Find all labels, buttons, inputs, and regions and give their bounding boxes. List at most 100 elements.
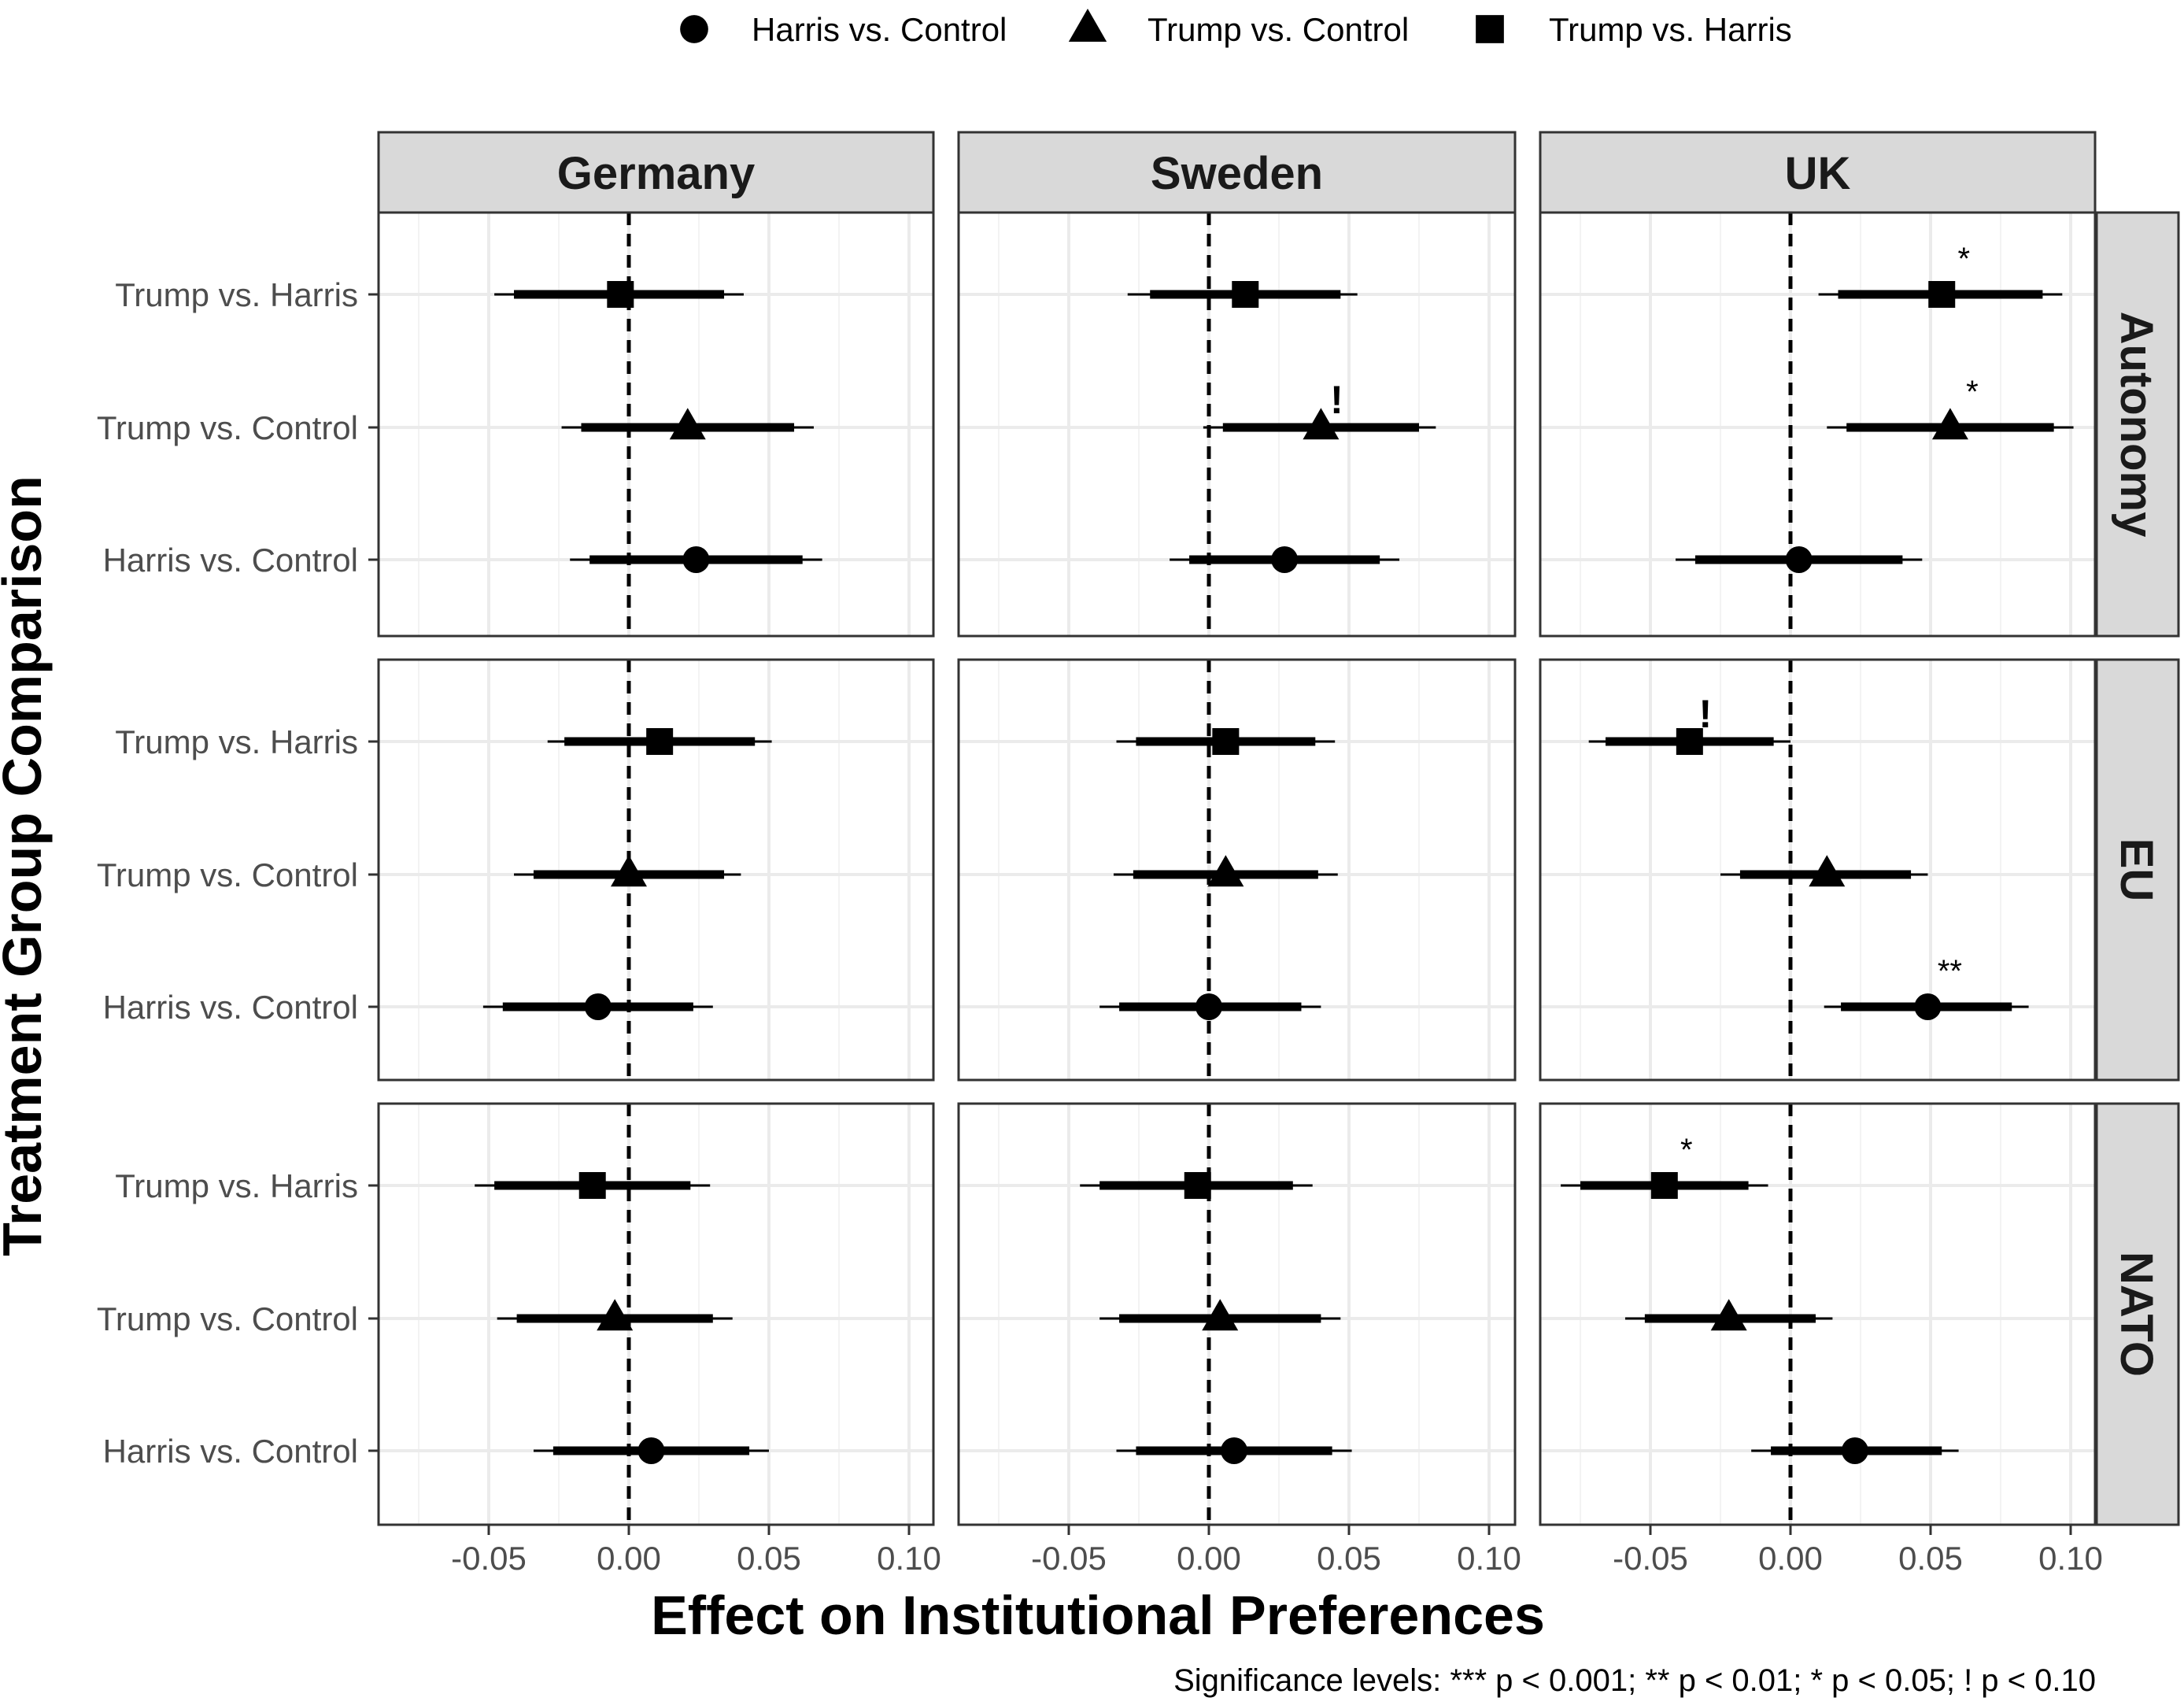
x-tick-label: -0.05 xyxy=(1031,1540,1107,1577)
estimate-trump-vs-control: ! xyxy=(1203,378,1436,440)
point-triangle xyxy=(669,408,706,440)
estimate-trump-vs-harris xyxy=(494,281,744,308)
point-square xyxy=(1650,1172,1678,1199)
strip-label: EU xyxy=(2111,838,2162,902)
panel-background xyxy=(379,660,933,1080)
y-tick-label: Harris vs. Control xyxy=(103,989,358,1026)
panel-sweden-nato xyxy=(957,1102,1517,1526)
panel-background xyxy=(1540,1104,2095,1525)
point-circle xyxy=(1271,546,1299,573)
x-axis: -0.05 0.00 0.05 0.10 -0.05 0.00 0.05 0.10 -0.05 0… xyxy=(451,1525,2103,1577)
y-tick-label: Trump vs. Harris xyxy=(115,1167,358,1204)
y-axis-title: Treatment Group Comparison xyxy=(0,475,53,1256)
estimate-trump-vs-control: * xyxy=(1827,375,2074,440)
point-triangle xyxy=(1202,1299,1239,1331)
y-axis: Trump vs. Harris Trump vs. Control Harris … xyxy=(97,276,379,1470)
estimate-harris-vs-control: ** xyxy=(1824,954,2029,1020)
y-tick-label: Trump vs. Control xyxy=(97,409,358,446)
point-square xyxy=(578,1172,606,1199)
point-circle xyxy=(1914,993,1942,1020)
point-triangle xyxy=(597,1299,634,1331)
estimate-harris-vs-control xyxy=(1676,546,1923,573)
point-square xyxy=(1676,728,1703,755)
significance-label: * xyxy=(1966,375,1979,409)
legend-item-harris-vs-control: Harris vs. Control xyxy=(680,11,1007,48)
point-square xyxy=(646,728,674,755)
strip-eu: EU xyxy=(2095,658,2180,1082)
strip-label: UK xyxy=(1785,148,1851,199)
legend: Harris vs. Control Trump vs. Control Trump… xyxy=(680,8,1792,48)
x-tick-label: 0.10 xyxy=(877,1540,941,1577)
strip-label: Autonomy xyxy=(2111,312,2162,538)
estimate-trump-vs-harris: * xyxy=(1561,1133,1768,1199)
point-circle xyxy=(1221,1437,1248,1464)
point-square xyxy=(1184,1172,1211,1199)
point-triangle xyxy=(1207,855,1244,887)
strip-background xyxy=(2095,1102,2180,1526)
point-triangle xyxy=(611,855,647,887)
panel-germany-eu xyxy=(377,658,935,1082)
point-square xyxy=(607,281,634,308)
legend-circle-marker xyxy=(680,15,708,43)
point-triangle xyxy=(1931,408,1968,440)
panel-sweden-autonomy: ! xyxy=(957,211,1517,638)
significance-label: ** xyxy=(1938,954,1962,989)
estimate-harris-vs-control xyxy=(1116,1437,1352,1464)
point-triangle xyxy=(1710,1299,1747,1331)
estimate-harris-vs-control xyxy=(1751,1437,1959,1464)
x-tick-label: 0.05 xyxy=(737,1540,801,1577)
panels: !**!*** xyxy=(377,211,2097,1526)
panel-border xyxy=(957,1102,1517,1526)
point-circle xyxy=(1195,993,1222,1020)
estimate-trump-vs-control xyxy=(1113,855,1338,887)
legend-triangle-marker xyxy=(1068,8,1107,42)
x-tick-label: -0.05 xyxy=(1613,1540,1688,1577)
x-tick-label: 0.00 xyxy=(1177,1540,1241,1577)
estimate-trump-vs-control xyxy=(1099,1299,1341,1331)
strip-background xyxy=(1539,131,2097,214)
strip-background xyxy=(377,131,935,214)
significance-footnote: Significance levels: *** p < 0.001; ** p… xyxy=(1173,1663,2096,1698)
estimate-trump-vs-harris: ! xyxy=(1588,692,1790,755)
facet-strips: Germany Sweden UK Autonomy EU NATO xyxy=(377,131,2180,1526)
strip-uk: UK xyxy=(1539,131,2097,214)
legend-item-trump-vs-harris: Trump vs. Harris xyxy=(1476,11,1792,48)
significance-label: * xyxy=(1957,242,1970,276)
y-tick-label: Trump vs. Control xyxy=(97,1300,358,1337)
estimate-trump-vs-harris xyxy=(475,1172,711,1199)
panel-background xyxy=(1540,660,2095,1080)
legend-item-trump-vs-control: Trump vs. Control xyxy=(1068,8,1409,48)
panel-germany-nato xyxy=(377,1102,935,1526)
y-tick-label: Trump vs. Harris xyxy=(115,723,358,760)
strip-label: Germany xyxy=(557,148,755,199)
estimate-trump-vs-harris xyxy=(1116,728,1336,755)
legend-label: Trump vs. Control xyxy=(1147,11,1409,48)
significance-label: ! xyxy=(1330,378,1343,422)
estimate-harris-vs-control xyxy=(570,546,822,573)
point-square xyxy=(1232,281,1259,308)
estimate-trump-vs-control xyxy=(1720,855,1928,887)
point-triangle xyxy=(1809,855,1846,887)
estimate-trump-vs-control xyxy=(514,855,741,887)
strip-sweden: Sweden xyxy=(957,131,1517,214)
legend-label: Harris vs. Control xyxy=(752,11,1007,48)
y-tick-label: Trump vs. Control xyxy=(97,856,358,893)
strip-nato: NATO xyxy=(2095,1102,2180,1526)
x-tick-label: 0.05 xyxy=(1898,1540,1963,1577)
strip-background xyxy=(2095,211,2180,638)
x-tick-label: -0.05 xyxy=(451,1540,527,1577)
significance-label: ! xyxy=(1699,692,1713,736)
significance-label: * xyxy=(1680,1133,1693,1167)
x-tick-label: 0.10 xyxy=(1457,1540,1521,1577)
strip-background xyxy=(957,131,1517,214)
panel-background xyxy=(959,660,1515,1080)
x-axis-title: Effect on Institutional Preferences xyxy=(651,1585,1545,1646)
estimate-trump-vs-harris xyxy=(547,728,772,755)
point-square xyxy=(1212,728,1240,755)
point-circle xyxy=(682,546,710,573)
panel-border xyxy=(1539,658,2097,1082)
y-tick-label: Trump vs. Harris xyxy=(115,276,358,313)
point-circle xyxy=(1841,1437,1868,1464)
estimate-trump-vs-harris xyxy=(1080,1172,1313,1199)
